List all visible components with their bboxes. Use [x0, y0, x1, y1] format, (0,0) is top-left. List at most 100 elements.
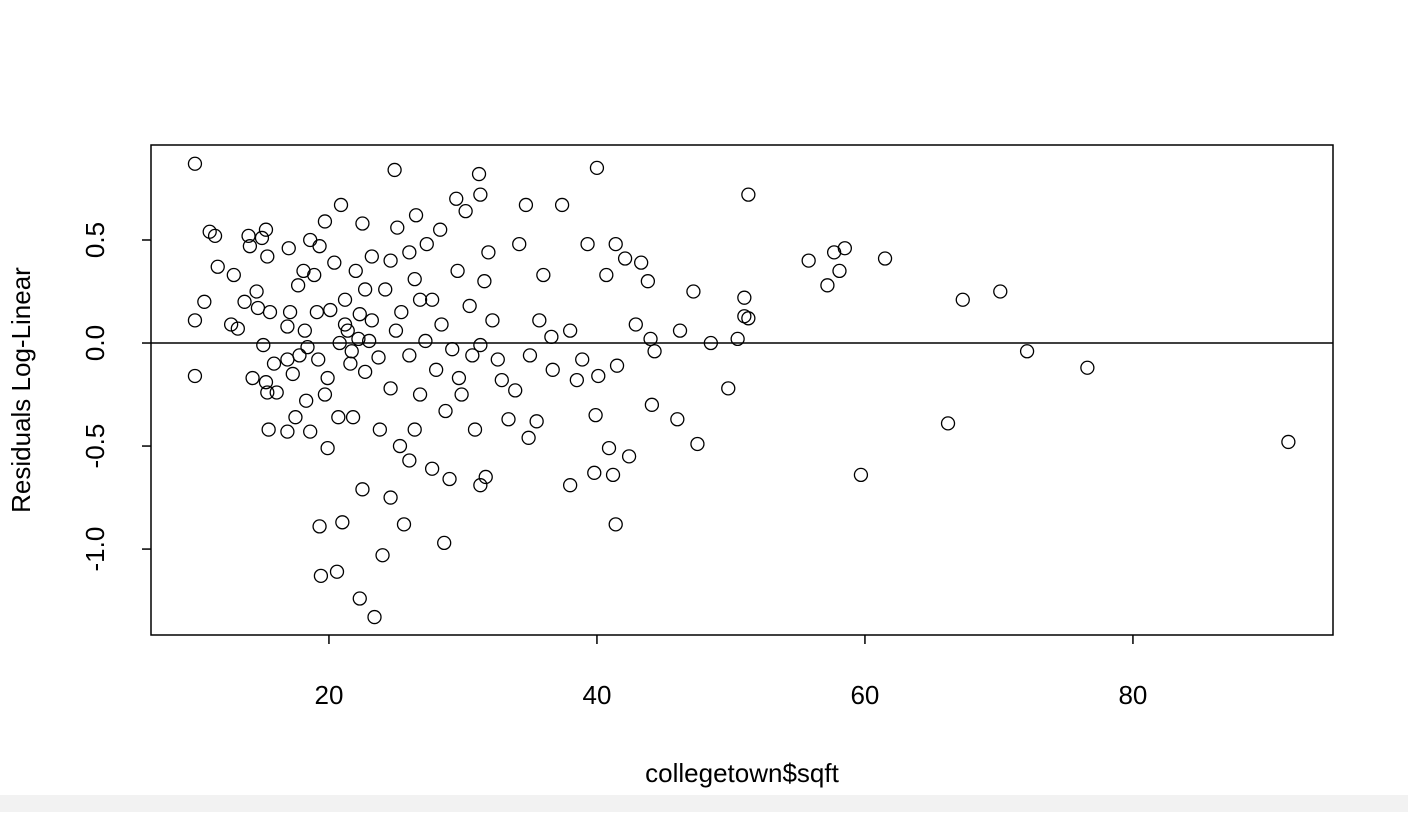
point [320, 440, 335, 456]
point [311, 352, 326, 367]
point [375, 548, 390, 563]
point [335, 515, 350, 530]
point [580, 236, 595, 252]
point [361, 333, 377, 349]
point [478, 469, 493, 485]
point [508, 383, 523, 398]
point [355, 482, 370, 497]
point [703, 335, 718, 351]
y-tick-label: 0.0 [80, 325, 110, 361]
point [297, 323, 312, 338]
point [473, 337, 488, 353]
point [345, 410, 361, 425]
point [621, 449, 637, 464]
point [230, 321, 245, 336]
x-tick-label: 20 [314, 680, 343, 710]
point [434, 317, 449, 332]
point [256, 337, 271, 353]
point [364, 313, 379, 328]
point [402, 348, 417, 363]
point [378, 282, 393, 297]
point [450, 263, 465, 279]
point [258, 222, 274, 237]
point [820, 278, 835, 293]
point [303, 424, 318, 439]
point [394, 304, 409, 320]
point [877, 251, 893, 266]
point [477, 274, 492, 289]
point [323, 302, 338, 318]
point [242, 239, 258, 254]
point [320, 370, 335, 386]
point [241, 228, 256, 244]
point [522, 348, 538, 363]
point [396, 517, 412, 532]
point [281, 241, 296, 256]
y-axis-label: Residuals Log-Linear [6, 267, 36, 513]
point [237, 294, 252, 309]
point [940, 416, 956, 431]
point [357, 364, 373, 380]
point [280, 352, 295, 367]
point [458, 203, 473, 219]
x-tick-label: 40 [582, 680, 611, 710]
bottom-band [0, 795, 1408, 812]
point [254, 230, 270, 246]
point [333, 197, 349, 213]
point [601, 440, 617, 456]
point [438, 403, 453, 419]
point [532, 313, 547, 328]
point [424, 292, 440, 307]
point [388, 323, 404, 338]
point [329, 564, 345, 579]
point [367, 609, 382, 625]
point [634, 255, 649, 270]
point [299, 393, 314, 408]
point [628, 317, 643, 332]
point [351, 331, 366, 347]
point [282, 304, 298, 320]
point [721, 381, 736, 396]
point [312, 519, 327, 534]
point [609, 358, 625, 373]
point [591, 368, 606, 384]
point [331, 410, 346, 425]
point [569, 372, 584, 388]
point [501, 412, 516, 427]
point [473, 187, 488, 202]
point [993, 284, 1008, 299]
point [418, 333, 433, 349]
point [437, 535, 452, 551]
point [402, 453, 417, 468]
point [544, 329, 559, 344]
point [226, 267, 241, 283]
point [1019, 344, 1035, 359]
point [433, 222, 448, 237]
point [387, 162, 402, 178]
point [337, 292, 353, 307]
x-axis-label: collegetown$sqft [645, 758, 839, 788]
point [187, 156, 203, 171]
point [332, 335, 347, 351]
point [250, 300, 266, 316]
point [599, 267, 614, 283]
point [262, 304, 278, 320]
point [290, 278, 306, 293]
point [245, 370, 260, 386]
point [588, 407, 603, 423]
point [1281, 434, 1296, 450]
point [285, 366, 300, 382]
point [309, 304, 325, 320]
y-tick-label: -0.5 [80, 424, 110, 469]
point [647, 344, 662, 359]
point [670, 412, 685, 427]
plot-box [150, 144, 1334, 636]
point [521, 430, 536, 445]
point [407, 422, 422, 437]
point [412, 387, 428, 402]
point [371, 350, 386, 365]
point [575, 352, 590, 367]
point [605, 467, 621, 483]
point [317, 387, 333, 402]
